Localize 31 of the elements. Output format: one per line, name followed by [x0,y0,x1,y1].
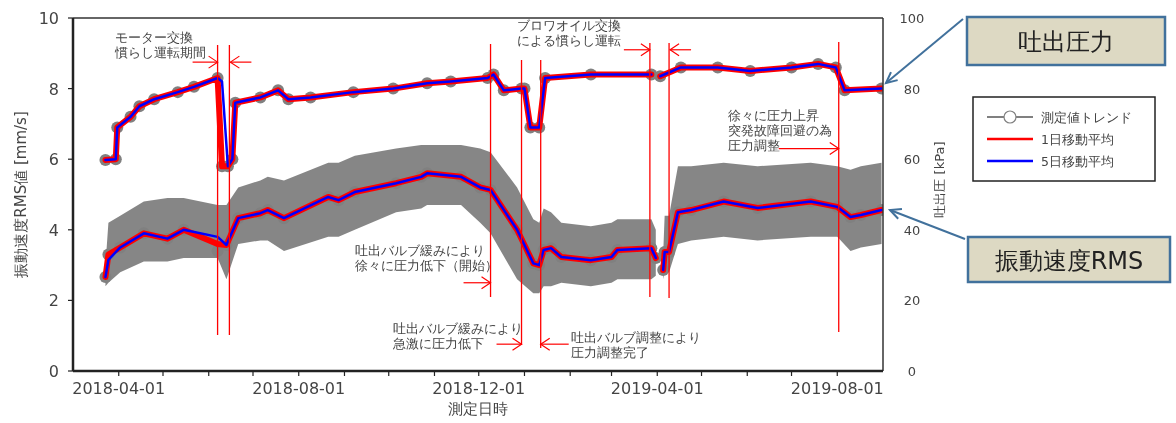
annotation: 吐出バルブ調整により圧力調整完了 [570,330,701,361]
x-tick-label: 2019-08-01 [790,379,884,398]
annotation: 吐出バルブ緩みにより徐々に圧力低下（開始） [354,242,498,273]
annotation: 吐出バルブ緩みにより急激に圧力低下 [391,321,523,352]
y-tick-label: 10 [38,9,59,28]
y-axis-title: 振動速度RMS値 [mm/s] [12,111,30,278]
y2-tick-label: 40 [903,222,921,238]
x-axis-title: 測定日時 [448,400,508,418]
y-tick-label: 6 [48,150,59,170]
x-tick-label: 2019-04-01 [610,379,704,398]
y-tick-label: 8 [48,79,59,99]
text: 吐出圧力 [1018,28,1114,56]
annotation: モーター交換慣らし運転期間 [113,30,206,61]
annotation: 徐々に圧力上昇突発故障回避の為圧力調整 [727,107,832,153]
annotation: ブロワオイル交換による慣らし運転 [516,17,621,48]
y-tick-label: 2 [48,291,59,311]
y2-tick-label: 100 [899,11,925,26]
x-tick-label: 2018-08-01 [252,379,346,398]
y-tick-label: 0 [48,362,59,381]
y2-axis-title: 吐出圧 [kPa] [932,141,947,218]
y2-tick-label: 60 [903,152,921,168]
legend-label: 1日移動平均 [1041,131,1114,147]
y2-tick-label: 80 [903,81,921,97]
x-tick-label: 2018-12-01 [432,379,526,398]
x-tick-label: 2018-04-01 [72,379,166,398]
text: 振動速度RMS [994,246,1144,275]
y2-tick-label: 0 [907,364,917,379]
y-tick-label: 4 [48,220,59,240]
legend-label: 5日移動平均 [1041,153,1114,169]
y2-tick-label: 20 [903,293,921,309]
legend-label: 測定値トレンド [1041,109,1132,125]
